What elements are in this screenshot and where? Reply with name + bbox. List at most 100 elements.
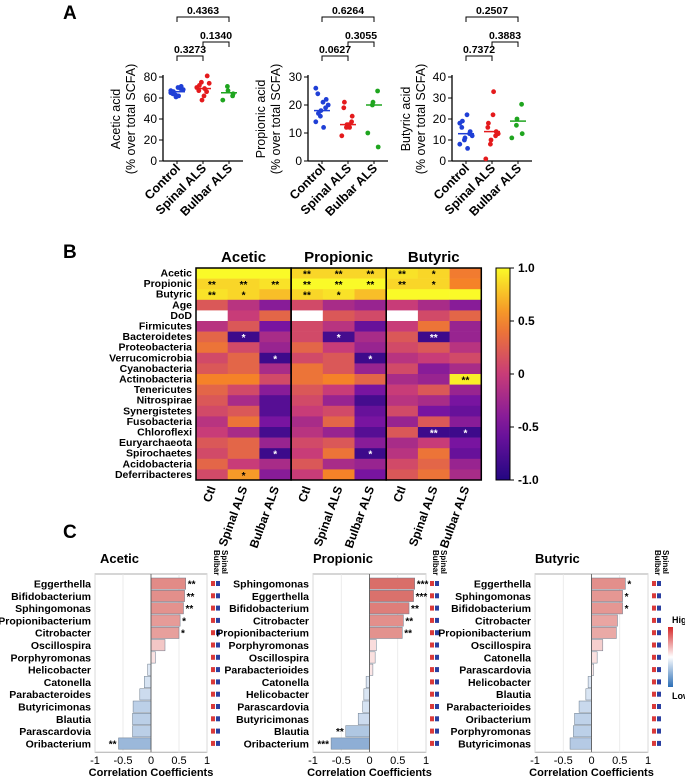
significance-star: * [181, 629, 185, 640]
heatmap-cell [259, 321, 292, 332]
heatmap-cell [386, 427, 419, 438]
heatmap-column-label: Ctl [295, 484, 314, 504]
heatmap-cell [354, 437, 387, 449]
heatmap-cell [227, 342, 260, 354]
heatmap-cell [354, 427, 387, 438]
heatmap-cell [322, 289, 355, 301]
correlation-bar [363, 688, 370, 701]
data-point [509, 135, 515, 141]
heatmap-row-label: Tenericutes [134, 384, 192, 396]
spinal-marker [216, 679, 220, 685]
scale-tick-label: 0 [518, 367, 525, 381]
bar-category-label: Propionibacterium [438, 628, 531, 640]
side-label-bulbar: Bulbar [212, 550, 221, 575]
spinal-marker [216, 593, 220, 599]
significance-star: ** [336, 727, 344, 738]
bar-category-label: Citrobacter [475, 615, 531, 627]
heatmap-cell [386, 395, 419, 407]
spinal-marker [216, 581, 220, 586]
heatmap-cell [227, 416, 260, 428]
heatmap-cell [417, 268, 450, 279]
bulbar-marker [652, 691, 656, 697]
spinal-marker [435, 667, 439, 673]
heatmap-cell [322, 458, 355, 470]
heatmap-row-label: Bacteroidetes [123, 331, 193, 343]
significance-star: ** [303, 291, 311, 302]
correlation-bar [150, 590, 185, 602]
pvalue-label: 0.3883 [489, 30, 521, 42]
heatmap-cell [291, 395, 324, 407]
correlation-bar [369, 602, 410, 615]
heatmap-cell [354, 299, 387, 311]
correlation-bar [569, 737, 592, 750]
heatmap-cell [354, 321, 387, 332]
heatmap-cell [196, 342, 228, 354]
heatmap-row-label: Acidobacteria [123, 458, 193, 470]
correlation-bar [587, 676, 592, 688]
heatmap-cell [386, 321, 419, 332]
y-axis-label: Butyric acid [399, 87, 413, 152]
heatmap-cell [291, 321, 324, 332]
spinal-marker [435, 617, 439, 623]
heatmap-cell [259, 363, 292, 375]
spinal-marker [435, 704, 439, 709]
significance-star: ** [185, 604, 193, 615]
heatmap-cell [354, 289, 387, 301]
heatmap-row-label: Proteobacteria [118, 342, 192, 354]
heatmap-cell [417, 352, 450, 364]
significance-star: ** [404, 629, 412, 640]
data-point [325, 102, 331, 108]
correlation-bar [591, 626, 617, 639]
heatmap-cell [259, 405, 292, 417]
heatmap-cell [386, 469, 419, 481]
heatmap-cell [196, 405, 228, 417]
significance-star: *** [317, 739, 329, 750]
heatmap-cell [449, 395, 482, 407]
heatmap-cell [322, 331, 355, 343]
bulbar-marker [652, 581, 656, 586]
heatmap-cell [417, 469, 450, 481]
data-point [204, 73, 210, 79]
heatmap-group-title: Propionic [304, 249, 373, 266]
heatmap-cell [449, 416, 482, 428]
significance-star: * [242, 291, 246, 302]
pvalue-bracket [465, 55, 493, 61]
y-axis-label-units: (% over total SCFA) [414, 64, 428, 174]
heatmap-cell [322, 310, 355, 322]
correlation-bar [591, 602, 623, 615]
bar-category-label: Oribacterium [26, 738, 91, 750]
heatmap-cell [196, 437, 228, 449]
spinal-marker [216, 716, 220, 722]
correlation-bar [150, 614, 181, 627]
heatmap-cell [417, 331, 450, 343]
heatmap-cell [417, 427, 450, 438]
bar-category-label: Propionibacterium [0, 615, 91, 627]
y-axis-label: Propionic acid [254, 80, 268, 159]
bulbar-marker [430, 581, 434, 586]
spinal-marker [435, 740, 439, 746]
heatmap-row-label: Chloroflexi [137, 427, 192, 439]
bar-category-label: Catonella [262, 677, 309, 689]
significance-star: ** [430, 429, 438, 440]
heatmap-cell [259, 374, 292, 385]
heatmap-cell [259, 289, 292, 301]
heatmap-row-label: Deferribacteres [115, 469, 192, 481]
side-label-spinal: Spinal [220, 550, 229, 574]
heatmap-cell [386, 384, 419, 396]
heatmap-cell [291, 405, 324, 417]
heatmap-cell [322, 405, 355, 417]
significance-star: ** [208, 280, 216, 291]
bar-category-label: Parascardovia [459, 665, 531, 677]
heatmap-cell [417, 374, 450, 385]
y-axis-label-units: (% over total SCFA) [269, 64, 283, 174]
bar-category-label: Sphingomonas [233, 579, 309, 591]
heatmap-cell [196, 331, 228, 343]
correlation-bar [150, 602, 184, 615]
significance-star: ** [109, 739, 117, 750]
heatmap-group-border [385, 267, 483, 481]
data-point [469, 133, 475, 139]
data-point [201, 93, 207, 99]
heatmap-cell [227, 448, 260, 460]
bulbar-marker [652, 630, 656, 636]
spinal-marker [435, 605, 439, 611]
